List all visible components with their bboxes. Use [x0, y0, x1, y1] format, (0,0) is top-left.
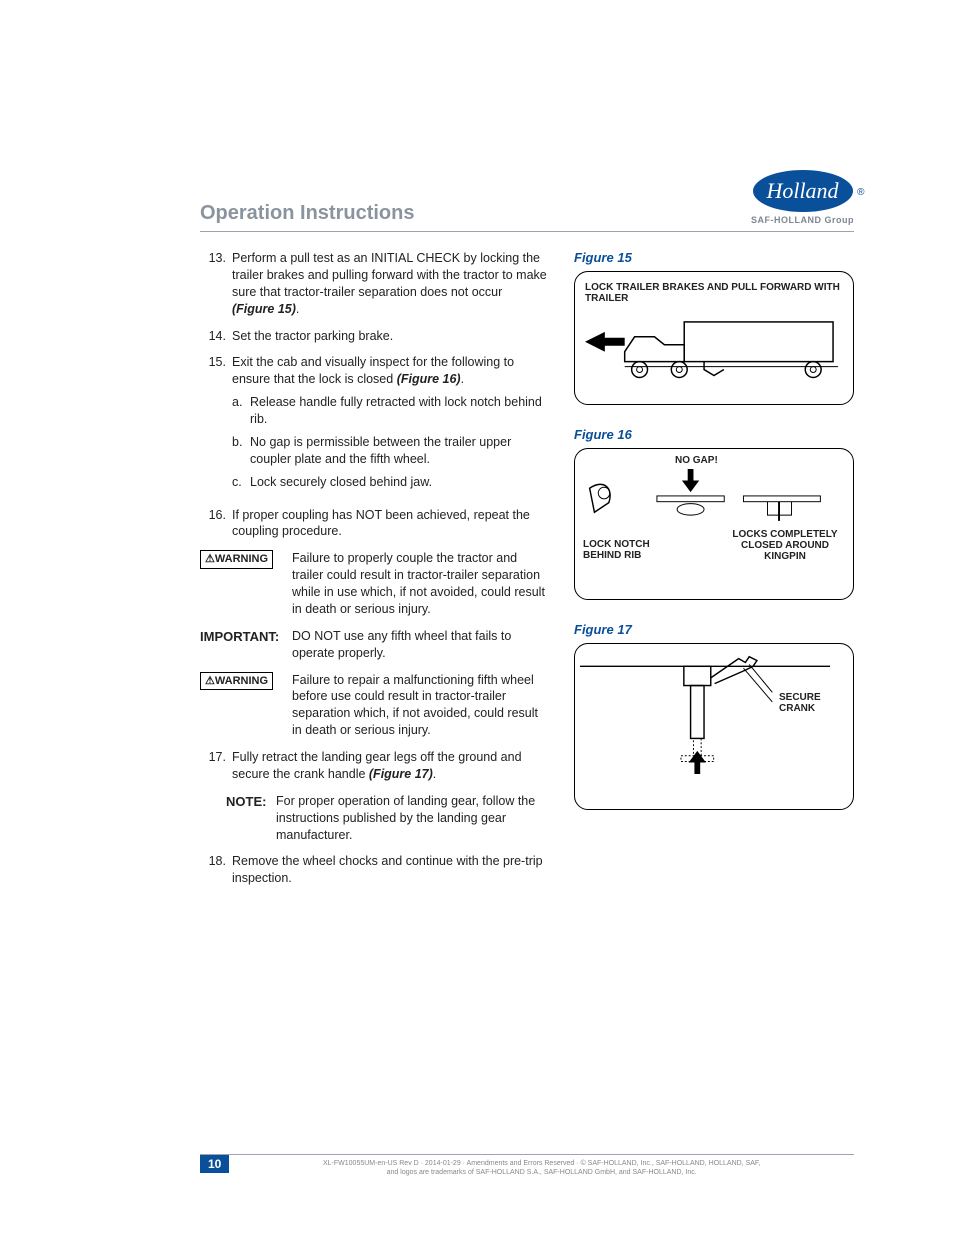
note-text: For proper operation of landing gear, fo… — [276, 793, 548, 844]
step-number: 15. — [200, 354, 232, 496]
page-footer: 10 XL-FW10055UM-en-US Rev D · 2014-01-29… — [200, 1154, 854, 1177]
figure-16-nogap: NO GAP! — [675, 455, 718, 466]
section-title: Operation Instructions — [200, 202, 414, 225]
warning-text: Failure to properly couple the tractor a… — [292, 550, 548, 618]
step-15: 15. Exit the cab and visually inspect fo… — [200, 354, 548, 496]
substep-text: Lock securely closed behind jaw. — [250, 474, 432, 491]
step-text-end: . — [461, 372, 464, 386]
figure-17-box: SECURE CRANK — [574, 643, 854, 810]
figure-15-caption: LOCK TRAILER BRAKES AND PULL FORWARD WIT… — [585, 282, 843, 304]
figure-17-secure: SECURE CRANK — [779, 692, 839, 714]
step-text: Perform a pull test as an INITIAL CHECK … — [232, 251, 547, 299]
step-number: 16. — [200, 507, 232, 541]
landing-gear-diagram-icon — [580, 649, 830, 784]
step-number: 13. — [200, 250, 232, 318]
step-body: Exit the cab and visually inspect for th… — [232, 354, 548, 496]
figure-16-locks: LOCKS COMPLETELY CLOSED AROUND KINGPIN — [725, 529, 845, 562]
left-column: 13. Perform a pull test as an INITIAL CH… — [200, 250, 548, 1155]
figure-ref: (Figure 15) — [232, 302, 296, 316]
brand-logo: Holland ® SAF-HOLLAND Group — [751, 170, 854, 225]
step-17: 17. Fully retract the landing gear legs … — [200, 749, 548, 783]
step-18: 18. Remove the wheel chocks and continue… — [200, 853, 548, 887]
warning-1: ⚠WARNING Failure to properly couple the … — [200, 550, 548, 618]
badge-col: NOTE: — [226, 793, 276, 844]
step-body: Fully retract the landing gear legs off … — [232, 749, 548, 783]
page: Operation Instructions Holland ® SAF-HOL… — [0, 0, 954, 1235]
truck-diagram-icon — [585, 312, 843, 391]
step-body: If proper coupling has NOT been achieved… — [232, 507, 548, 541]
substep-b: b.No gap is permissible between the trai… — [232, 434, 548, 468]
step-text-end: . — [296, 302, 299, 316]
note-callout: NOTE: For proper operation of landing ge… — [226, 793, 548, 844]
important-label: IMPORTANT: — [200, 629, 279, 644]
step-13: 13. Perform a pull test as an INITIAL CH… — [200, 250, 548, 318]
instruction-list-end: 18. Remove the wheel chocks and continue… — [200, 853, 548, 887]
page-header: Operation Instructions Holland ® SAF-HOL… — [200, 170, 854, 232]
figure-16-box: NO GAP! LOCK NOTCH BEHIND RIB LOCKS COMP… — [574, 448, 854, 600]
holland-logo-icon: Holland ® — [753, 170, 853, 212]
logo-text: Holland — [766, 178, 838, 203]
figure-16-title: Figure 16 — [574, 427, 854, 442]
step-number: 17. — [200, 749, 232, 783]
badge-col: ⚠WARNING — [200, 672, 292, 740]
warning-badge-icon: ⚠WARNING — [200, 672, 273, 691]
logo-subtitle: SAF-HOLLAND Group — [751, 215, 854, 225]
figure-15-title: Figure 15 — [574, 250, 854, 265]
substep-letter: a. — [232, 394, 250, 428]
figure-ref: (Figure 17) — [369, 767, 433, 781]
step-body: Set the tractor parking brake. — [232, 328, 548, 345]
important-callout: IMPORTANT: DO NOT use any fifth wheel th… — [200, 628, 548, 662]
content-area: 13. Perform a pull test as an INITIAL CH… — [200, 250, 854, 1155]
figure-16-notch: LOCK NOTCH BEHIND RIB — [583, 539, 673, 561]
step-14: 14. Set the tractor parking brake. — [200, 328, 548, 345]
important-text: DO NOT use any fifth wheel that fails to… — [292, 628, 548, 662]
substep-letter: c. — [232, 474, 250, 491]
instruction-list: 13. Perform a pull test as an INITIAL CH… — [200, 250, 548, 540]
figure-15-box: LOCK TRAILER BRAKES AND PULL FORWARD WIT… — [574, 271, 854, 405]
note-label: NOTE: — [226, 794, 266, 809]
figure-ref: (Figure 16) — [397, 372, 461, 386]
step-16: 16. If proper coupling has NOT been achi… — [200, 507, 548, 541]
substep-a: a.Release handle fully retracted with lo… — [232, 394, 548, 428]
substep-text: No gap is permissible between the traile… — [250, 434, 548, 468]
badge-col: IMPORTANT: — [200, 628, 292, 662]
footer-text: XL-FW10055UM-en-US Rev D · 2014-01-29 · … — [229, 1159, 854, 1177]
warning-badge-icon: ⚠WARNING — [200, 550, 273, 569]
right-column: Figure 15 LOCK TRAILER BRAKES AND PULL F… — [574, 250, 854, 1155]
step-text: Exit the cab and visually inspect for th… — [232, 355, 514, 386]
substep-letter: b. — [232, 434, 250, 468]
sub-list: a.Release handle fully retracted with lo… — [232, 394, 548, 490]
warning-2: ⚠WARNING Failure to repair a malfunction… — [200, 672, 548, 740]
warning-text: Failure to repair a malfunctioning fifth… — [292, 672, 548, 740]
footer-line2: and logos are trademarks of SAF-HOLLAND … — [387, 1169, 697, 1176]
step-number: 14. — [200, 328, 232, 345]
page-number: 10 — [200, 1155, 229, 1173]
substep-c: c.Lock securely closed behind jaw. — [232, 474, 548, 491]
step-number: 18. — [200, 853, 232, 887]
step-body: Perform a pull test as an INITIAL CHECK … — [232, 250, 548, 318]
footer-line1: XL-FW10055UM-en-US Rev D · 2014-01-29 · … — [323, 1160, 760, 1167]
registered-icon: ® — [857, 172, 864, 214]
step-text-end: . — [433, 767, 436, 781]
substep-text: Release handle fully retracted with lock… — [250, 394, 548, 428]
instruction-list-continued: 17. Fully retract the landing gear legs … — [200, 749, 548, 783]
figure-17-title: Figure 17 — [574, 622, 854, 637]
step-body: Remove the wheel chocks and continue wit… — [232, 853, 548, 887]
badge-col: ⚠WARNING — [200, 550, 292, 618]
